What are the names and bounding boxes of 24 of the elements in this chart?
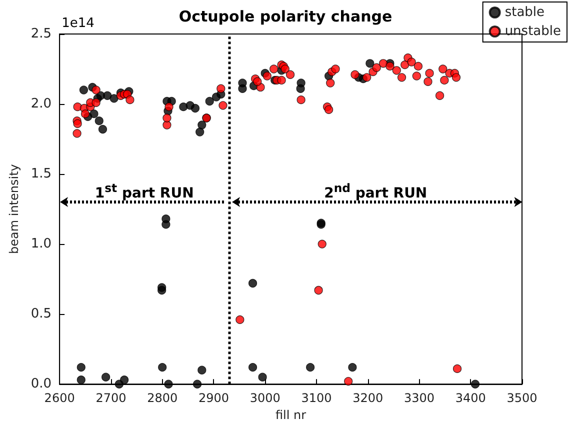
legend-label: unstable xyxy=(504,24,562,39)
text: 1e14 xyxy=(62,16,94,31)
annotation: 2$^{nd}$ part RUN xyxy=(324,181,428,202)
x-tick-label: 2900 xyxy=(198,391,229,406)
y-tick-label: 0.5 xyxy=(30,306,52,322)
y-tick-label: 2.0 xyxy=(30,96,52,112)
x-tick-label: 2800 xyxy=(147,391,178,406)
y-tick-label: 1.0 xyxy=(30,236,52,252)
y-axis-title: beam intensity xyxy=(7,164,21,254)
y-tick-label: 2.5 xyxy=(30,26,52,42)
x-tick-label: 3300 xyxy=(404,391,435,406)
x-tick-label: 3400 xyxy=(455,391,486,406)
x-tick-label: 3100 xyxy=(301,391,332,406)
y-tick-label: 1.5 xyxy=(30,166,52,182)
legend-label: stable xyxy=(504,5,545,20)
y-tick-label: 0.0 xyxy=(30,376,52,392)
x-tick-label: 2700 xyxy=(96,391,126,406)
chart-title: Octupole polarity change xyxy=(178,8,392,26)
x-tick-label: 2600 xyxy=(44,391,75,406)
x-tick-label: 3000 xyxy=(250,391,280,406)
x-axis-title: fill nr xyxy=(275,408,306,422)
x-tick-label: 3500 xyxy=(506,391,538,406)
x-tick-label: 3200 xyxy=(352,391,384,406)
annotation: 1$^{st}$ part RUN xyxy=(94,181,194,202)
